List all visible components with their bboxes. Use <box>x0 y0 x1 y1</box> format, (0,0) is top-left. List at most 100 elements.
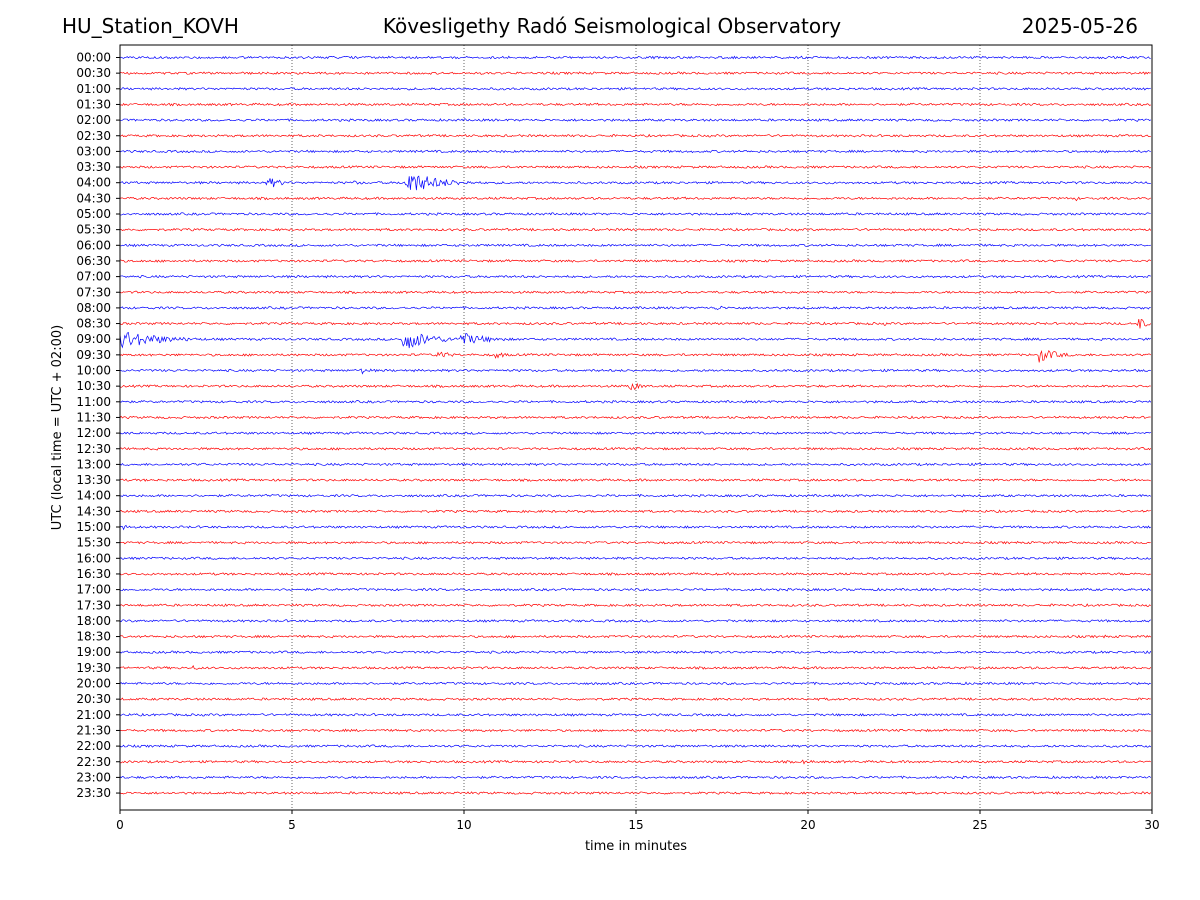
trace-1700 <box>119 587 1151 592</box>
trace-1330 <box>119 478 1151 482</box>
trace-1630 <box>119 572 1151 576</box>
y-tick-label: 21:00 <box>76 708 111 722</box>
trace-0430 <box>119 196 1151 202</box>
trace-2330 <box>119 791 1152 795</box>
x-axis-ticks: 0 5 10 15 20 25 30 <box>116 810 1160 832</box>
y-tick-label: 09:00 <box>76 332 111 346</box>
y-tick-label: 12:00 <box>76 426 111 440</box>
trace-1030 <box>119 382 1151 391</box>
trace-1430 <box>119 509 1151 514</box>
y-tick-label: 13:00 <box>76 457 111 471</box>
y-tick-label: 15:30 <box>76 536 111 550</box>
trace-1400 <box>119 493 1152 498</box>
trace-0100 <box>120 86 1151 91</box>
y-tick-label: 17:30 <box>76 598 111 612</box>
trace-0730 <box>119 290 1151 295</box>
trace-1500 <box>119 524 1152 531</box>
y-tick-label: 08:00 <box>76 301 111 315</box>
y-tick-label: 10:30 <box>76 379 111 393</box>
y-tick-label: 07:30 <box>76 285 111 299</box>
y-tick-label: 02:30 <box>76 129 111 143</box>
trace-1100 <box>119 399 1152 404</box>
vertical-grid <box>291 45 981 810</box>
y-tick-label: 23:30 <box>76 786 111 800</box>
trace-0000 <box>119 55 1151 60</box>
trace-2230 <box>119 759 1152 765</box>
y-tick-label: 09:30 <box>76 348 111 362</box>
y-tick-label: 05:00 <box>76 207 111 221</box>
trace-1900 <box>119 650 1152 655</box>
y-tick-label: 04:30 <box>76 191 111 205</box>
seismic-traces <box>119 55 1152 795</box>
y-tick-label: 06:00 <box>76 238 111 252</box>
trace-2000 <box>119 681 1151 686</box>
x-tick-label: 30 <box>1144 818 1159 832</box>
trace-0830 <box>119 318 1152 329</box>
y-tick-label: 23:00 <box>76 770 111 784</box>
date-title: 2025-05-26 <box>1021 14 1138 38</box>
y-axis-label: UTC (local time = UTC + 02:00) <box>50 325 65 530</box>
station-title: HU_Station_KOVH <box>62 14 239 38</box>
trace-0230 <box>119 133 1151 138</box>
y-tick-label: 01:30 <box>76 97 111 111</box>
trace-1530 <box>119 540 1151 545</box>
y-tick-label: 14:00 <box>76 489 111 503</box>
trace-0300 <box>119 149 1151 154</box>
y-tick-label: 16:00 <box>76 551 111 565</box>
trace-1230 <box>119 446 1152 451</box>
y-tick-label: 21:30 <box>76 723 111 737</box>
trace-0500 <box>119 212 1151 216</box>
trace-2130 <box>119 728 1151 733</box>
trace-1830 <box>119 634 1152 639</box>
y-tick-label: 05:30 <box>76 223 111 237</box>
y-tick-label: 11:00 <box>76 395 111 409</box>
observatory-title: Kövesligethy Radó Seismological Observat… <box>382 14 842 38</box>
y-tick-label: 11:30 <box>76 410 111 424</box>
y-tick-label: 13:30 <box>76 473 111 487</box>
y-tick-label: 20:00 <box>76 677 111 691</box>
x-tick-label: 20 <box>800 818 815 832</box>
trace-0930 <box>119 349 1152 363</box>
y-tick-label: 18:30 <box>76 630 111 644</box>
trace-1600 <box>119 556 1152 561</box>
trace-2100 <box>119 712 1151 717</box>
y-tick-label: 01:00 <box>76 82 111 96</box>
y-tick-label: 03:00 <box>76 144 111 158</box>
y-tick-label: 00:00 <box>76 51 111 65</box>
trace-1800 <box>119 619 1151 623</box>
y-tick-label: 22:30 <box>76 755 111 769</box>
y-tick-label: 08:30 <box>76 317 111 331</box>
y-tick-label: 12:30 <box>76 442 111 456</box>
trace-1130 <box>119 415 1151 420</box>
trace-1300 <box>119 462 1151 467</box>
y-tick-label: 14:30 <box>76 504 111 518</box>
trace-0530 <box>119 227 1152 232</box>
trace-0800 <box>119 305 1151 311</box>
y-tick-label: 03:30 <box>76 160 111 174</box>
y-tick-label: 10:00 <box>76 364 111 378</box>
trace-0130 <box>119 102 1151 107</box>
y-tick-label: 02:00 <box>76 113 111 127</box>
trace-1930 <box>119 665 1152 670</box>
y-tick-label: 17:00 <box>76 583 111 597</box>
y-tick-label: 04:00 <box>76 176 111 190</box>
y-tick-label: 19:00 <box>76 645 111 659</box>
trace-0630 <box>119 259 1152 263</box>
y-tick-label: 06:30 <box>76 254 111 268</box>
x-tick-label: 25 <box>972 818 987 832</box>
x-axis-label: time in minutes <box>585 839 687 854</box>
trace-0900 <box>119 331 1152 349</box>
y-tick-label: 19:30 <box>76 661 111 675</box>
trace-1000 <box>119 368 1151 375</box>
trace-2300 <box>119 775 1152 780</box>
y-tick-label: 07:00 <box>76 270 111 284</box>
x-tick-label: 10 <box>456 818 471 832</box>
y-tick-label: 22:00 <box>76 739 111 753</box>
y-tick-label: 20:30 <box>76 692 111 706</box>
y-tick-label: 00:30 <box>76 66 111 80</box>
x-tick-label: 15 <box>628 818 643 832</box>
trace-0600 <box>119 243 1151 248</box>
trace-0200 <box>119 118 1151 122</box>
